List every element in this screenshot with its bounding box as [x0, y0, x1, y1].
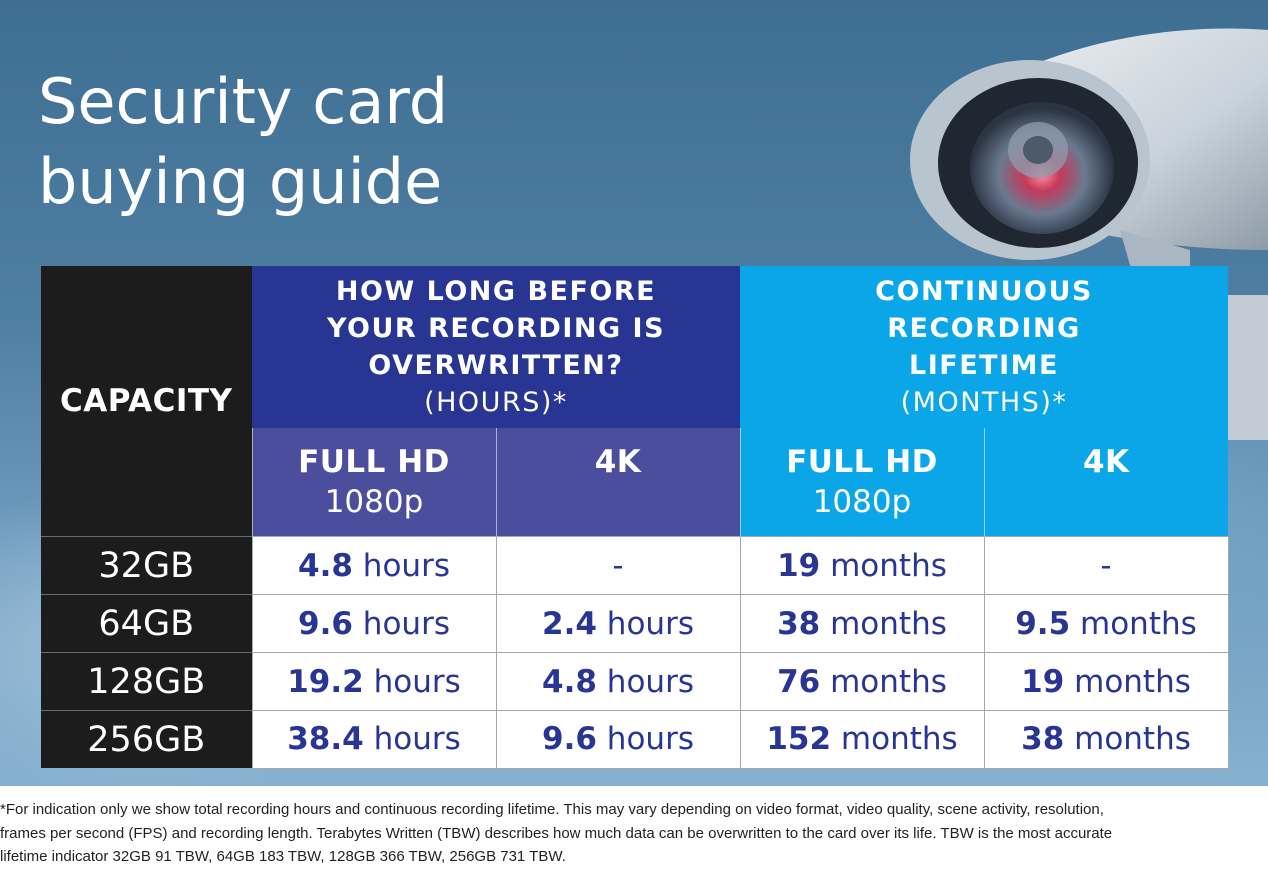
subheader-label: FULL HD: [786, 444, 938, 480]
header-unit: (MONTHS)*: [900, 387, 1068, 418]
value-number: 38.4: [287, 721, 364, 758]
value-number: 4.8: [542, 663, 597, 700]
subheader-resolution: 1080p: [324, 484, 424, 520]
value-number: 2.4: [542, 605, 597, 642]
capacity-cell: 64GB: [41, 594, 252, 653]
title-line: Security card: [38, 65, 449, 138]
capacity-cell: 256GB: [41, 710, 252, 768]
subheader-4k-hours: 4K: [495, 428, 740, 537]
table-row: 256GB 38.4 hours 9.6 hours 152 months 38…: [41, 710, 1229, 769]
value-cell: -: [983, 536, 1229, 595]
value-cell: 2.4 hours: [495, 594, 741, 653]
value-number: 19.2: [287, 663, 364, 700]
value-unit: hours: [596, 605, 694, 642]
footnote-line: frames per second (FPS) and recording le…: [0, 824, 1113, 842]
title-line: buying guide: [38, 145, 443, 218]
table-header-row: CAPACITY HOW LONG BEFORE YOUR RECORDING …: [41, 266, 1229, 537]
value-unit: months: [820, 663, 947, 700]
value-number: 38: [777, 605, 821, 642]
value-cell: 38.4 hours: [251, 710, 497, 769]
value-cell: 19 months: [983, 652, 1229, 711]
page-title: Security card buying guide: [38, 62, 448, 222]
footnote-line: *For indication only we show total recor…: [0, 801, 1104, 818]
value-cell: 9.6 hours: [495, 710, 741, 769]
value-cell: 9.5 months: [983, 594, 1229, 653]
value-unit: months: [820, 547, 947, 584]
value-cell: 19 months: [739, 536, 985, 595]
value-cell: 4.8 hours: [495, 652, 741, 711]
capacity-cell: 32GB: [41, 536, 252, 595]
value-unit: -: [612, 547, 624, 584]
subheader-label: FULL HD: [298, 444, 450, 480]
value-cell: 38 months: [983, 710, 1229, 769]
table-row: 32GB 4.8 hours - 19 months -: [41, 536, 1229, 595]
value-unit: months: [1064, 721, 1191, 758]
value-cell: 19.2 hours: [251, 652, 497, 711]
value-unit: hours: [363, 663, 461, 700]
header-line: CONTINUOUS: [875, 276, 1093, 307]
value-cell: 9.6 hours: [251, 594, 497, 653]
value-unit: months: [1064, 663, 1191, 700]
value-number: 9.6: [542, 721, 597, 758]
value-number: 9.6: [298, 605, 353, 642]
header-line: LIFETIME: [909, 350, 1059, 381]
subheader-label: 4K: [594, 444, 642, 480]
header-line: HOW LONG BEFORE: [335, 276, 657, 307]
header-line: RECORDING: [887, 313, 1081, 344]
header-line: YOUR RECORDING IS: [326, 313, 666, 344]
subheader-full-hd-hours: FULL HD 1080p: [251, 428, 496, 537]
lifetime-months-header: CONTINUOUS RECORDING LIFETIME (MONTHS)*: [740, 266, 1229, 428]
buying-guide-table: CAPACITY HOW LONG BEFORE YOUR RECORDING …: [41, 266, 1229, 769]
value-unit: hours: [352, 605, 450, 642]
value-number: 152: [766, 721, 832, 758]
value-cell: 4.8 hours: [251, 536, 497, 595]
value-cell: 38 months: [739, 594, 985, 653]
value-unit: hours: [596, 663, 694, 700]
subheader-full-hd-months: FULL HD 1080p: [739, 428, 984, 537]
footnote-line: lifetime indicator 32GB 91 TBW, 64GB 183…: [0, 848, 566, 865]
value-unit: hours: [352, 547, 450, 584]
subheader-label: 4K: [1082, 444, 1130, 480]
value-unit: months: [1070, 605, 1197, 642]
value-number: 19: [777, 547, 821, 584]
capacity-cell: 128GB: [41, 652, 252, 711]
capacity-header: CAPACITY: [41, 266, 252, 537]
header-unit: (HOURS)*: [424, 387, 568, 418]
overwrite-hours-header: HOW LONG BEFORE YOUR RECORDING IS OVERWR…: [252, 266, 740, 428]
value-unit: hours: [363, 721, 461, 758]
table-subheader-row: FULL HD 1080p 4K FULL HD 1080p 4K: [41, 428, 1229, 537]
value-number: 4.8: [298, 547, 353, 584]
subheader-4k-months: 4K: [983, 428, 1229, 537]
header-line: OVERWRITTEN?: [368, 350, 624, 381]
value-number: 76: [777, 663, 821, 700]
value-cell: -: [495, 536, 741, 595]
table-row: 64GB 9.6 hours 2.4 hours 38 months 9.5 m…: [41, 594, 1229, 653]
value-number: 9.5: [1015, 605, 1071, 642]
hero-banner: Security card buying guide CAPACITY HOW …: [0, 0, 1268, 786]
subheader-resolution: 1080p: [812, 484, 912, 520]
table-row: 128GB 19.2 hours 4.8 hours 76 months 19 …: [41, 652, 1229, 711]
value-unit: -: [1100, 547, 1112, 584]
value-unit: months: [820, 605, 947, 642]
value-unit: months: [831, 721, 958, 758]
value-cell: 152 months: [739, 710, 985, 769]
footnote: *For indication only we show total recor…: [0, 798, 1268, 869]
value-cell: 76 months: [739, 652, 985, 711]
value-unit: hours: [596, 721, 694, 758]
value-number: 19: [1021, 663, 1065, 700]
value-number: 38: [1021, 721, 1065, 758]
